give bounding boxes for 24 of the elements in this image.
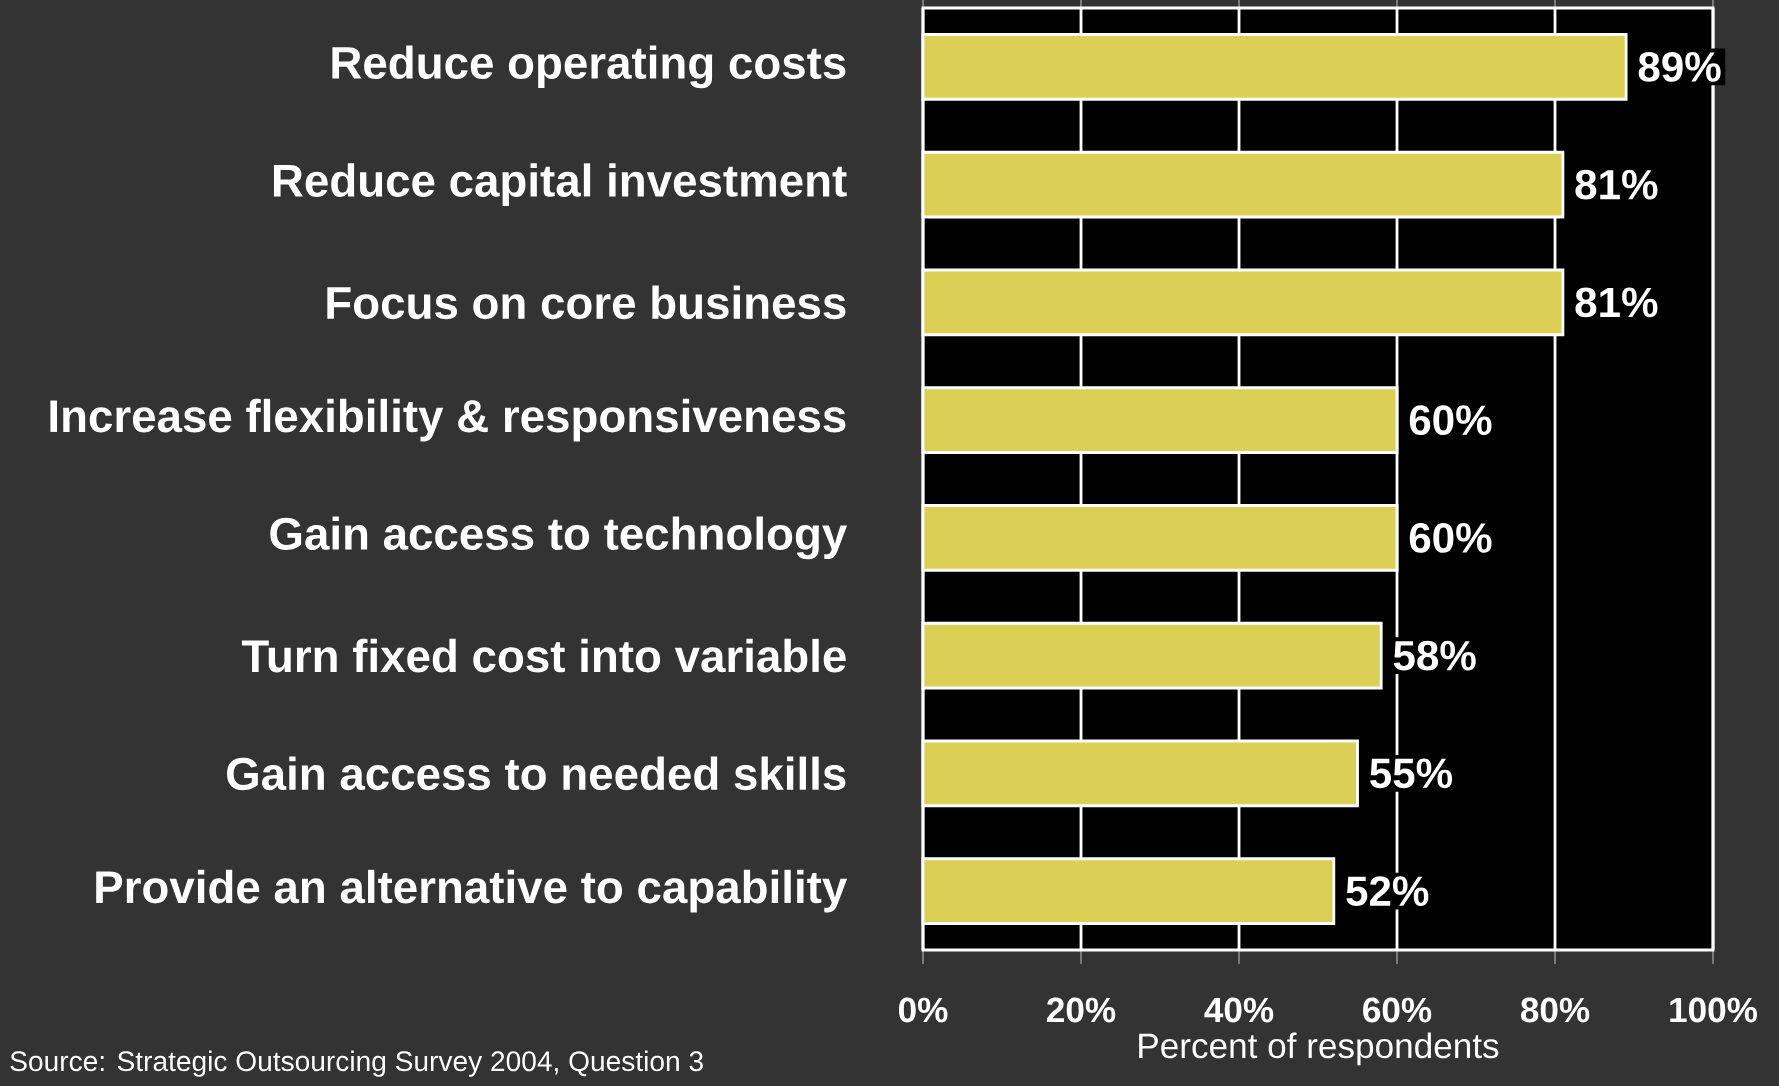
- y-tick-label: Gain access to technology: [270, 516, 848, 560]
- y-tick-label: Focus on core business: [327, 285, 846, 320]
- y-tick-label: Reduce operating costs: [332, 45, 846, 89]
- data-label: 89%: [1638, 51, 1721, 82]
- y-tick-label: Reduce capital investment: [273, 163, 847, 206]
- source-note: Source: Strategic Outsourcing Survey 2004, Question 3: [10, 1050, 703, 1077]
- data-label: 58%: [1393, 640, 1476, 671]
- data-label: 52%: [1346, 876, 1429, 907]
- x-tick-label: 40%: [1204, 997, 1274, 1023]
- x-tick-label: 60%: [1363, 997, 1432, 1023]
- y-tick-label: Provide an alternative to capability: [96, 869, 848, 913]
- y-tick-label: Increase flexibility & responsiveness: [50, 398, 846, 442]
- data-label: 60%: [1409, 522, 1492, 553]
- x-axis-title: Percent of respondents: [1139, 1032, 1499, 1066]
- data-label: 55%: [1370, 758, 1453, 789]
- x-tick-label: 100%: [1670, 997, 1757, 1023]
- data-label: 81%: [1575, 169, 1658, 200]
- x-tick-label: 0%: [898, 997, 948, 1023]
- x-tick-label: 20%: [1047, 997, 1116, 1023]
- data-label: 81%: [1575, 287, 1658, 318]
- x-tick-label: 80%: [1520, 997, 1590, 1023]
- data-label: 60%: [1409, 405, 1492, 436]
- y-tick-label: Gain access to needed skills: [227, 756, 846, 791]
- y-tick-label: Turn fixed cost into variable: [241, 638, 846, 673]
